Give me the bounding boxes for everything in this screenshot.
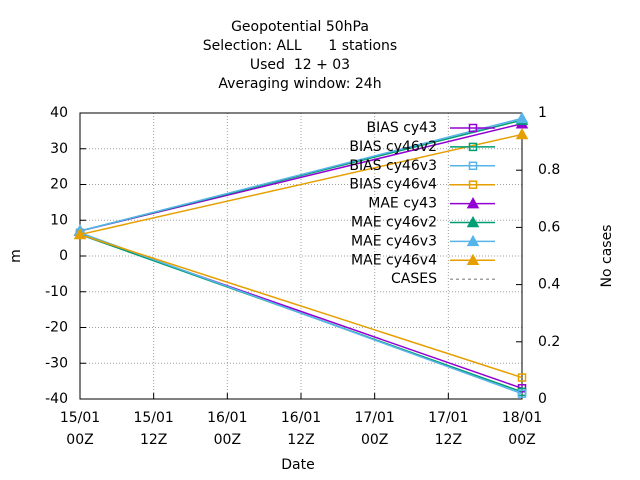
y-tick-label: -10 (45, 284, 68, 300)
legend-marker (468, 161, 478, 171)
x-tick-label: 16/01 00Z (207, 410, 248, 448)
y-tick-label: 0 (59, 248, 68, 264)
series-line (79, 133, 523, 236)
y-tick-label: -20 (45, 320, 68, 336)
legend-label: MAE cy46v2 (351, 215, 437, 231)
chart-title: Averaging window: 24h (218, 76, 381, 92)
y2-tick-label: 1 (538, 105, 547, 121)
legend-marker (466, 215, 480, 228)
plot-frame (79, 112, 523, 400)
y-tick-label: 20 (50, 177, 68, 193)
chart-title: Selection: ALL 1 stations (203, 38, 397, 54)
point (515, 127, 529, 140)
y-tick-label: -40 (45, 391, 68, 407)
y2-tick-label: 0.2 (538, 334, 560, 350)
legend-label: MAE cy46v3 (351, 233, 437, 249)
y-axis-label: m (8, 249, 24, 263)
x-tick-label: 16/01 12Z (280, 410, 322, 448)
x-tick-label: 17/01 00Z (354, 410, 395, 448)
y-tick-label: 10 (50, 212, 68, 228)
legend-marker (466, 253, 480, 266)
series-line (79, 232, 523, 395)
legend-label: BIAS cy46v4 (349, 177, 437, 193)
series-line (79, 117, 523, 232)
legend-label: BIAS cy43 (367, 120, 437, 136)
legend-label: BIAS cy46v3 (349, 158, 437, 174)
x-tick-label: 15/01 12Z (133, 410, 174, 448)
y-tick-label: -30 (45, 355, 68, 371)
legend-marker (466, 197, 480, 209)
y-tick-label: 40 (50, 105, 68, 121)
y2-tick-label: 0 (538, 391, 547, 407)
legend-marker (466, 234, 480, 247)
series-line (79, 233, 523, 379)
y2-tick-label: 0.4 (538, 277, 560, 293)
x-axis-label: Date (281, 457, 314, 473)
chart-title: Used 12 + 03 (250, 57, 350, 73)
legend-label: MAE cy46v4 (351, 252, 437, 268)
legend-label: BIAS cy46v2 (349, 139, 437, 155)
y2-axis-label: No cases (599, 225, 615, 288)
chart-title: Geopotential 50hPa (231, 19, 369, 35)
x-tick-label: 15/01 00Z (59, 410, 101, 448)
x-tick-label: 17/01 12Z (428, 410, 469, 448)
point (515, 111, 529, 124)
legend-label: CASES (391, 271, 437, 287)
legend-marker (468, 142, 478, 152)
point (517, 389, 527, 398)
y2-tick-label: 0.6 (538, 219, 560, 235)
y-tick-label: 30 (50, 141, 68, 157)
legend-marker (468, 180, 478, 189)
y2-tick-label: 0.8 (538, 162, 560, 178)
point (517, 373, 527, 382)
x-tick-label: 18/01 00Z (501, 410, 543, 448)
legend-label: MAE cy43 (368, 196, 437, 212)
legend-marker (468, 123, 478, 133)
point (73, 228, 87, 240)
